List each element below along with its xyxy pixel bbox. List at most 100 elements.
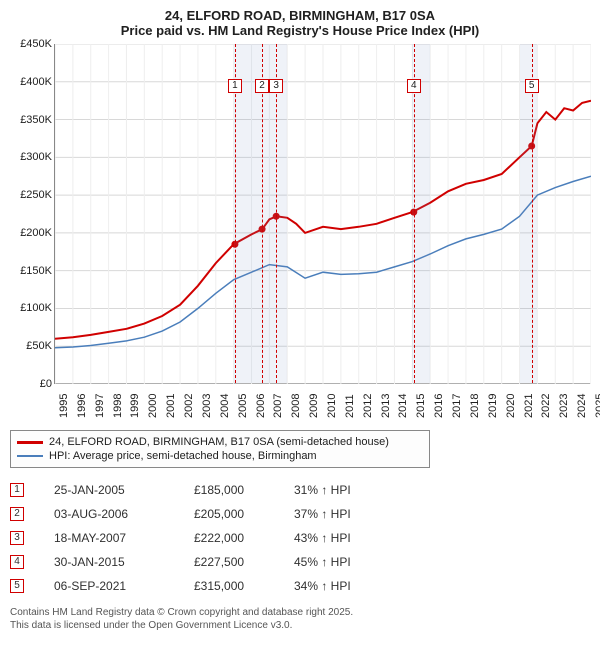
legend-row-price-paid: 24, ELFORD ROAD, BIRMINGHAM, B17 0SA (se… [17,435,423,449]
x-tick-label: 2008 [290,394,302,418]
x-tick-label: 2009 [308,394,320,418]
y-tick-label: £350K [20,114,52,126]
transaction-row: 5 06-SEP-2021£315,00034% ↑ HPI [10,574,470,598]
x-tick-label: 2018 [469,394,481,418]
transaction-pct-vs-hpi: 31% ↑ HPI [294,483,434,497]
transaction-marker: 3 [10,531,24,545]
footer-line1: Contains HM Land Registry data © Crown c… [10,606,590,619]
transaction-date: 06-SEP-2021 [54,579,194,593]
x-tick-label: 1999 [129,394,141,418]
year-band [234,44,252,383]
event-marker-label: 5 [525,79,539,93]
year-band [520,44,538,383]
x-tick-label: 2015 [415,394,427,418]
y-tick-label: £400K [20,76,52,88]
event-marker-label: 1 [228,79,242,93]
y-tick-label: £50K [26,340,52,352]
x-tick-label: 2023 [558,394,570,418]
y-tick-label: £450K [20,38,52,50]
x-tick-label: 2022 [540,394,552,418]
chart-area: £0 £50K £100K £150K £200K £250K £300K £350K £400… [10,44,590,424]
transaction-row: 1 25-JAN-2005£185,00031% ↑ HPI [10,478,470,502]
x-tick-label: 2021 [523,394,535,418]
y-tick-label: £200K [20,227,52,239]
y-tick-label: £100K [20,302,52,314]
legend-box: 24, ELFORD ROAD, BIRMINGHAM, B17 0SA (se… [10,430,430,468]
x-tick-label: 2005 [237,394,249,418]
transaction-date: 30-JAN-2015 [54,555,194,569]
plot-svg [55,44,591,384]
transaction-price: £315,000 [194,579,294,593]
x-tick-label: 1995 [58,394,70,418]
x-tick-label: 2013 [380,394,392,418]
transaction-pct-vs-hpi: 37% ↑ HPI [294,507,434,521]
x-tick-label: 2020 [505,394,517,418]
legend-label-hpi: HPI: Average price, semi-detached house,… [49,450,317,462]
chart-title-block: 24, ELFORD ROAD, BIRMINGHAM, B17 0SA Pri… [10,8,590,38]
y-tick-label: £250K [20,189,52,201]
x-tick-label: 2019 [487,394,499,418]
event-marker-label: 3 [269,79,283,93]
plot-region: 12345 [54,44,590,384]
y-axis-labels: £0£50K£100K£150K£200K£250K£300K£350K£400… [10,44,54,384]
footer-attribution: Contains HM Land Registry data © Crown c… [10,606,590,632]
chart-title-line2: Price paid vs. HM Land Registry's House … [10,23,590,38]
transaction-date: 25-JAN-2005 [54,483,194,497]
x-tick-label: 2002 [183,394,195,418]
x-tick-label: 2000 [147,394,159,418]
transaction-pct-vs-hpi: 34% ↑ HPI [294,579,434,593]
page-container: 24, ELFORD ROAD, BIRMINGHAM, B17 0SA Pri… [0,0,600,638]
x-tick-label: 2025 [594,394,600,418]
footer-line2: This data is licensed under the Open Gov… [10,619,590,632]
x-tick-label: 2014 [397,394,409,418]
transaction-pct-vs-hpi: 45% ↑ HPI [294,555,434,569]
x-tick-label: 2012 [362,394,374,418]
x-tick-label: 2024 [576,394,588,418]
transaction-price: £222,000 [194,531,294,545]
transaction-price: £205,000 [194,507,294,521]
event-dashline [235,44,236,383]
x-tick-label: 1998 [112,394,124,418]
x-tick-label: 1996 [76,394,88,418]
x-tick-label: 2011 [344,394,356,418]
transaction-date: 03-AUG-2006 [54,507,194,521]
x-tick-label: 2004 [219,394,231,418]
x-axis-labels: 1995 1996 1997 1998 1999 2000 2001 2002 2003 2004… [54,386,590,424]
legend-swatch-hpi [17,455,43,457]
x-tick-label: 2003 [201,394,213,418]
transaction-row: 2 03-AUG-2006£205,00037% ↑ HPI [10,502,470,526]
transaction-marker: 1 [10,483,24,497]
transaction-row: 4 30-JAN-2015£227,50045% ↑ HPI [10,550,470,574]
y-tick-label: £0 [40,378,52,390]
y-tick-label: £300K [20,151,52,163]
event-dashline [276,44,277,383]
transaction-marker: 4 [10,555,24,569]
x-tick-label: 1997 [94,394,106,418]
x-tick-label: 2001 [165,394,177,418]
chart-title-line1: 24, ELFORD ROAD, BIRMINGHAM, B17 0SA [10,8,590,23]
year-band [269,44,287,383]
event-dashline [414,44,415,383]
x-tick-label: 2006 [255,394,267,418]
legend-row-hpi: HPI: Average price, semi-detached house,… [17,449,423,463]
transaction-date: 18-MAY-2007 [54,531,194,545]
x-tick-label: 2016 [433,394,445,418]
transactions-table: 1 25-JAN-2005£185,00031% ↑ HPI 2 03-AUG-200… [10,478,470,598]
x-tick-label: 2007 [272,394,284,418]
transaction-pct-vs-hpi: 43% ↑ HPI [294,531,434,545]
y-tick-label: £150K [20,265,52,277]
transaction-price: £185,000 [194,483,294,497]
transaction-marker: 2 [10,507,24,521]
transaction-row: 3 18-MAY-2007£222,00043% ↑ HPI [10,526,470,550]
legend-swatch-price-paid [17,441,43,444]
legend-label-price-paid: 24, ELFORD ROAD, BIRMINGHAM, B17 0SA (se… [49,436,389,448]
x-tick-label: 2017 [451,394,463,418]
x-tick-label: 2010 [326,394,338,418]
event-marker-label: 2 [255,79,269,93]
transaction-price: £227,500 [194,555,294,569]
event-dashline [532,44,533,383]
event-dashline [262,44,263,383]
transaction-marker: 5 [10,579,24,593]
year-band [252,44,270,383]
year-band [412,44,430,383]
